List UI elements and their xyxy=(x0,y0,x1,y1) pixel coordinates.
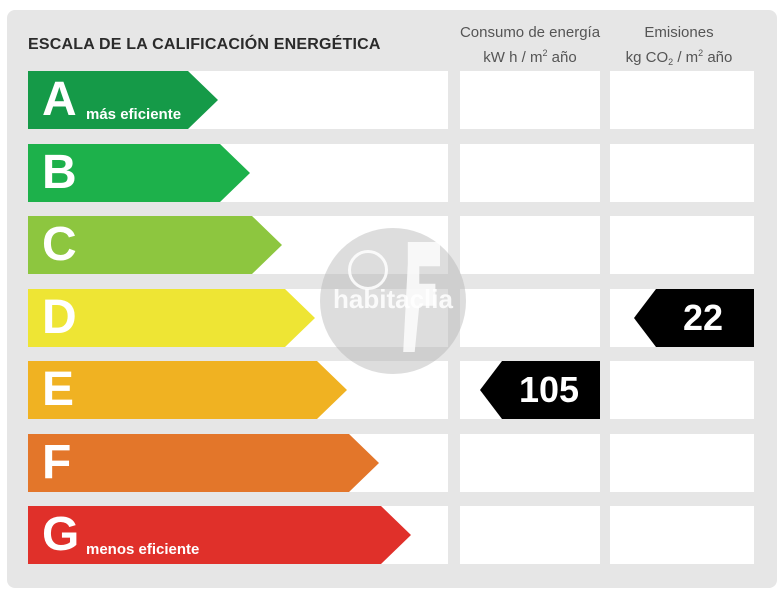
energy-cell xyxy=(460,506,600,564)
energy-cell xyxy=(460,71,600,129)
energy-cell xyxy=(460,434,600,492)
globe-icon xyxy=(348,250,388,290)
emissions-cell xyxy=(610,144,754,202)
rating-arrow-e: E xyxy=(28,361,347,419)
energy-cell xyxy=(460,289,600,347)
energy-header-line1: Consumo de energía xyxy=(459,24,601,41)
emissions-cell xyxy=(610,361,754,419)
energy-column-header: Consumo de energía kW h / m2 año xyxy=(452,22,608,68)
rating-letter: B xyxy=(42,146,77,199)
emissions-cell xyxy=(610,216,754,274)
watermark-text: habitaclia xyxy=(333,284,453,314)
energy-header-line2: kW h / m2 año xyxy=(483,48,577,66)
rating-letter: A xyxy=(42,73,77,126)
page-title: ESCALA DE LA CALIFICACIÓN ENERGÉTICA xyxy=(28,36,381,53)
rating-sublabel: menos eficiente xyxy=(86,541,200,558)
energy-value-indicator: 105 xyxy=(480,361,600,419)
emissions-column-header: Emisiones kg CO2 / m2 año xyxy=(604,22,754,73)
emissions-header-line2: kg CO2 / m2 año xyxy=(625,48,733,67)
rating-arrow-b: B xyxy=(28,144,250,202)
emissions-value-indicator: 22 xyxy=(634,289,754,347)
rating-letter: D xyxy=(42,291,77,344)
emissions-header-line1: Emisiones xyxy=(644,24,714,41)
rating-sublabel: más eficiente xyxy=(86,106,182,123)
energy-cell xyxy=(460,216,600,274)
habitaclia-watermark: habitaclia xyxy=(320,228,466,374)
rating-letter: G xyxy=(42,508,80,561)
rating-arrow-f: F xyxy=(28,434,379,492)
emissions-cell xyxy=(610,506,754,564)
energy-cell xyxy=(460,144,600,202)
rating-letter: F xyxy=(42,436,72,489)
rating-arrow-d: D xyxy=(28,289,315,347)
rating-letter: C xyxy=(42,218,77,271)
emissions-cell xyxy=(610,434,754,492)
rating-arrow-c: C xyxy=(28,216,282,274)
emissions-cell xyxy=(610,71,754,129)
rating-letter: E xyxy=(42,363,75,416)
